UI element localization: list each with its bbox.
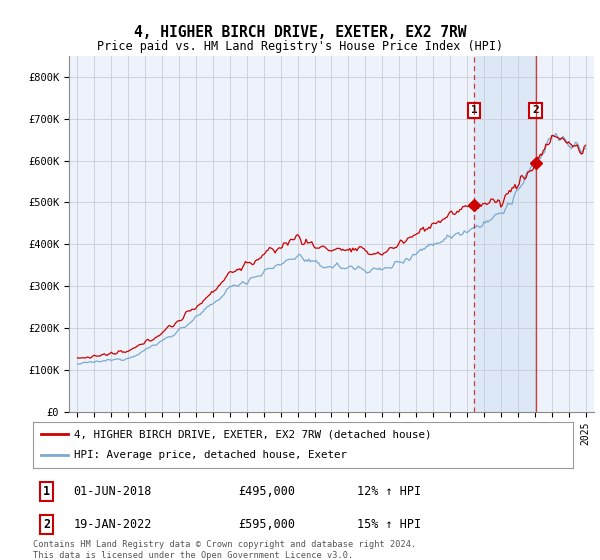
Text: 2: 2	[43, 518, 50, 531]
Text: 1: 1	[43, 485, 50, 498]
Text: 4, HIGHER BIRCH DRIVE, EXETER, EX2 7RW (detached house): 4, HIGHER BIRCH DRIVE, EXETER, EX2 7RW (…	[74, 429, 431, 439]
Text: 12% ↑ HPI: 12% ↑ HPI	[357, 485, 421, 498]
Text: 19-JAN-2022: 19-JAN-2022	[74, 518, 152, 531]
Text: 01-JUN-2018: 01-JUN-2018	[74, 485, 152, 498]
Text: Price paid vs. HM Land Registry's House Price Index (HPI): Price paid vs. HM Land Registry's House …	[97, 40, 503, 53]
Bar	[474, 56, 536, 412]
Text: 1: 1	[471, 105, 478, 115]
Text: Contains HM Land Registry data © Crown copyright and database right 2024.
This d: Contains HM Land Registry data © Crown c…	[33, 540, 416, 559]
Text: 4, HIGHER BIRCH DRIVE, EXETER, EX2 7RW: 4, HIGHER BIRCH DRIVE, EXETER, EX2 7RW	[134, 25, 466, 40]
Text: 15% ↑ HPI: 15% ↑ HPI	[357, 518, 421, 531]
Text: HPI: Average price, detached house, Exeter: HPI: Average price, detached house, Exet…	[74, 450, 347, 460]
Text: £595,000: £595,000	[238, 518, 295, 531]
Text: £495,000: £495,000	[238, 485, 295, 498]
Text: 2: 2	[532, 105, 539, 115]
